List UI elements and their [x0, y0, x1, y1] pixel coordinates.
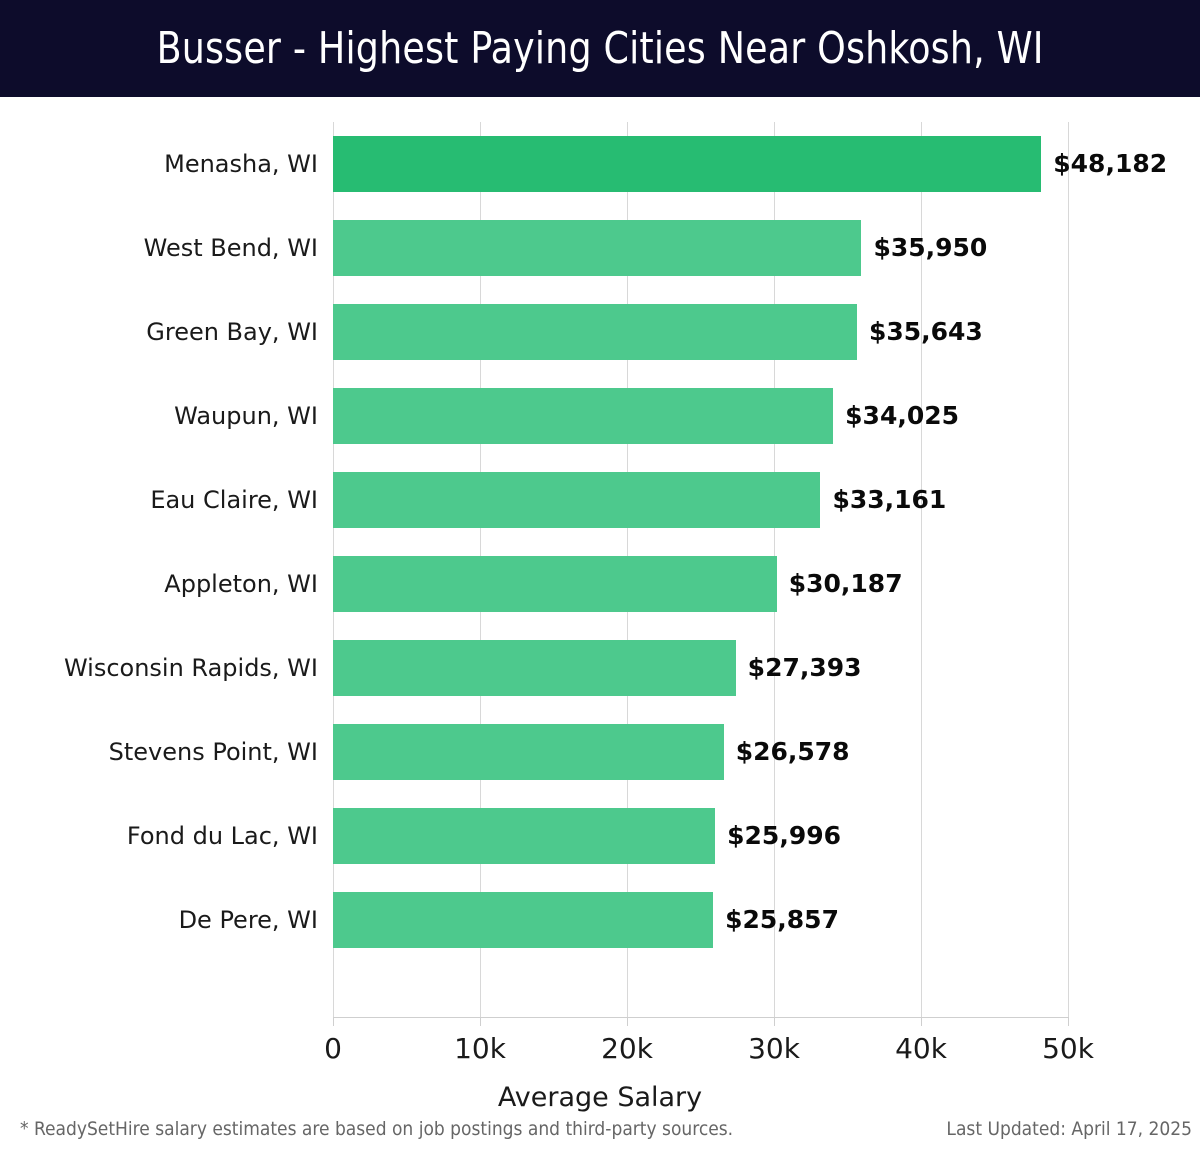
x-tick-label: 30k — [748, 1032, 800, 1065]
bar[interactable] — [333, 892, 714, 948]
plot-area: Menasha, WI $48,182 West Bend, WI $35,950 Gr… — [0, 97, 1200, 1158]
footer-last-updated: Last Updated: April 17, 2025 — [946, 1118, 1192, 1140]
bar-value-label: $25,857 — [725, 905, 839, 934]
bar-track — [333, 724, 1068, 780]
bar[interactable] — [333, 808, 716, 864]
category-label: Fond du Lac, WI — [126, 822, 318, 850]
bar[interactable] — [333, 724, 724, 780]
category-label: Stevens Point, WI — [108, 738, 318, 766]
bar[interactable] — [333, 304, 857, 360]
header-bar: Busser - Highest Paying Cities Near Oshk… — [0, 0, 1200, 97]
category-label: Wisconsin Rapids, WI — [63, 654, 318, 682]
bar-track — [333, 892, 1068, 948]
category-label: De Pere, WI — [178, 906, 318, 934]
bar-value-label: $35,643 — [868, 317, 983, 346]
bar-row[interactable]: Waupun, WI $34,025 — [0, 374, 1200, 458]
bar-row[interactable]: Wisconsin Rapids, WI $27,393 — [0, 626, 1200, 710]
category-label: Waupun, WI — [174, 402, 318, 430]
bar-track — [333, 556, 1068, 612]
bar-value-label: $25,996 — [727, 821, 842, 850]
bar-track — [333, 640, 1068, 696]
bar-row[interactable]: West Bend, WI $35,950 — [0, 206, 1200, 290]
bar-value-label: $33,161 — [832, 485, 947, 514]
x-tick-label: 40k — [895, 1032, 947, 1065]
bar-track — [333, 808, 1068, 864]
x-axis-title: Average Salary — [497, 1082, 703, 1113]
bar[interactable] — [333, 472, 821, 528]
bar-row[interactable]: Stevens Point, WI $26,578 — [0, 710, 1200, 794]
bar-rows: Menasha, WI $48,182 West Bend, WI $35,950 Gr… — [0, 122, 1200, 962]
x-tick-label: 20k — [601, 1032, 653, 1065]
page-title: Busser - Highest Paying Cities Near Oshk… — [156, 23, 1044, 74]
bar-track — [333, 388, 1068, 444]
bar-value-label: $26,578 — [735, 737, 850, 766]
tickmark — [921, 1017, 922, 1026]
bar[interactable] — [333, 136, 1042, 192]
bar-track — [333, 220, 1068, 276]
x-tick-label: 10k — [454, 1032, 506, 1065]
category-label: Green Bay, WI — [146, 318, 318, 346]
category-label: Appleton, WI — [164, 570, 318, 598]
bar-track — [333, 472, 1068, 528]
bar-row[interactable]: Menasha, WI $48,182 — [0, 122, 1200, 206]
x-axis-tick-labels: 0 10k 20k 30k 40k 50k — [0, 1032, 1200, 1072]
tickmark — [774, 1017, 775, 1026]
category-label: Eau Claire, WI — [150, 486, 318, 514]
bar-row[interactable]: Eau Claire, WI $33,161 — [0, 458, 1200, 542]
x-axis-line — [333, 1017, 1069, 1018]
bar-row[interactable]: Green Bay, WI $35,643 — [0, 290, 1200, 374]
bar[interactable] — [333, 220, 862, 276]
bar-value-label: $34,025 — [845, 401, 960, 430]
footer: * ReadySetHire salary estimates are base… — [0, 1118, 1200, 1158]
bar-value-label: $30,187 — [788, 569, 903, 598]
bar-value-label: $48,182 — [1053, 149, 1168, 178]
bar-row[interactable]: Fond du Lac, WI $25,996 — [0, 794, 1200, 878]
x-tick-label: 0 — [324, 1032, 342, 1065]
tickmark — [333, 1017, 334, 1026]
footer-disclaimer: * ReadySetHire salary estimates are base… — [20, 1118, 734, 1140]
bar[interactable] — [333, 388, 834, 444]
bar-value-label: $27,393 — [747, 653, 862, 682]
category-label: West Bend, WI — [143, 234, 318, 262]
tickmark — [480, 1017, 481, 1026]
x-tick-label: 50k — [1042, 1032, 1094, 1065]
bar-row[interactable]: Appleton, WI $30,187 — [0, 542, 1200, 626]
bar[interactable] — [333, 640, 736, 696]
tickmark — [627, 1017, 628, 1026]
bar-value-label: $35,950 — [873, 233, 988, 262]
bar-row[interactable]: De Pere, WI $25,857 — [0, 878, 1200, 962]
bar-track — [333, 136, 1068, 192]
bar-track — [333, 304, 1068, 360]
bar[interactable] — [333, 556, 777, 612]
tickmark — [1068, 1017, 1069, 1026]
category-label: Menasha, WI — [164, 150, 318, 178]
